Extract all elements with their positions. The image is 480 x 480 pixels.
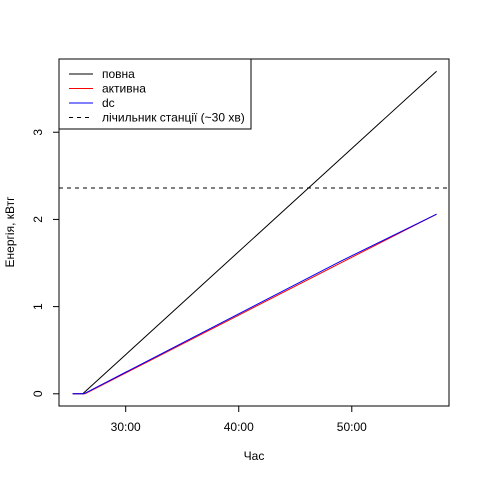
- y-tick-label-2: 2: [31, 216, 45, 223]
- y-axis-label: Енергія, кВтг: [3, 196, 17, 268]
- y-axis: 0 1 2 3: [31, 129, 60, 397]
- y-tick-label-0: 0: [31, 390, 45, 397]
- legend-label-1: повна: [102, 67, 135, 81]
- x-tick-label-30-00: 30:00: [111, 420, 141, 434]
- x-axis: 30:00 40:00 50:00: [111, 405, 367, 434]
- y-tick-label-1: 1: [31, 303, 45, 310]
- legend-label-2: активна: [102, 82, 146, 96]
- x-axis-label: Час: [244, 449, 265, 463]
- series-lines: [72, 70, 437, 395]
- x-tick-label-50-00: 50:00: [337, 420, 367, 434]
- y-tick-label-3: 3: [31, 129, 45, 136]
- legend-label-3: dc: [102, 96, 115, 110]
- x-tick-label-40-00: 40:00: [224, 420, 254, 434]
- legend-box: [58, 58, 252, 130]
- legend-label-4: лічильник станції (~30 хв): [102, 111, 245, 125]
- series-line-3: [72, 213, 437, 395]
